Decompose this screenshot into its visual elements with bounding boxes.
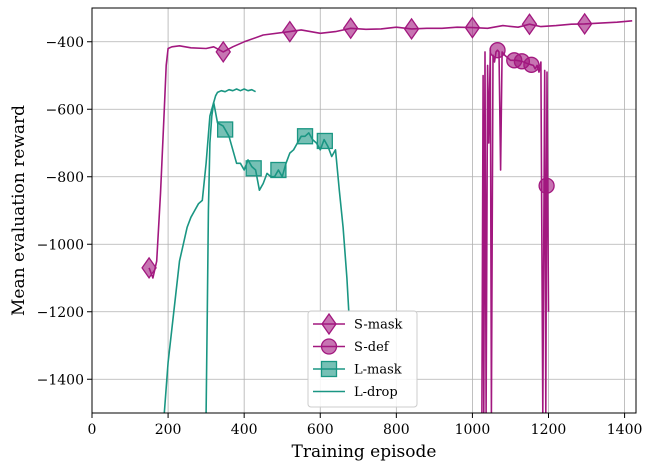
point-l-mask	[316, 132, 333, 150]
y-tick-label: −1200	[37, 305, 84, 321]
legend: S-mask S-def L-mask L-drop	[307, 310, 418, 408]
x-axis-label: Training episode	[292, 442, 437, 462]
x-tick-label: 400	[231, 422, 258, 438]
point-l-mask	[296, 128, 314, 145]
legend-label: S-def	[354, 340, 390, 355]
point-s-mask	[215, 40, 232, 64]
point-s-mask	[141, 256, 157, 280]
point-s-mask	[282, 20, 298, 43]
ticks: 0 200 400 600 800 1000 1200 1400 −1400 −1200 −1000…	[37, 35, 643, 438]
series-line-l-mask	[163, 101, 350, 413]
point-s-mask	[464, 16, 481, 39]
x-tick-label: 800	[383, 422, 410, 438]
legend-label: L-drop	[354, 385, 398, 400]
x-tick-label: 1000	[455, 422, 491, 438]
legend-label: S-mask	[354, 318, 403, 333]
legend-box	[307, 310, 418, 408]
point-l-mask	[270, 161, 287, 179]
series-l-mask	[163, 101, 350, 413]
legend-marker	[321, 312, 337, 336]
point-s-mask	[403, 17, 420, 41]
plot-frame	[91, 7, 637, 414]
x-tick-label: 600	[307, 422, 334, 438]
point-s-def	[523, 56, 540, 73]
x-tick-label: 0	[88, 422, 97, 438]
x-tick-label: 1400	[607, 422, 643, 438]
y-tick-label: −1400	[37, 372, 84, 388]
y-tick-label: −600	[46, 102, 84, 118]
x-tick-label: 1200	[531, 422, 567, 438]
point-s-mask	[521, 13, 538, 36]
legend-label: L-mask	[354, 363, 402, 378]
y-tick-label: −800	[46, 170, 84, 186]
legend-item-l-mask: L-mask	[313, 360, 402, 378]
y-tick-label: −400	[46, 35, 84, 51]
point-l-mask	[216, 121, 234, 138]
y-axis-label: Mean evaluation reward	[9, 105, 29, 316]
legend-item-s-mask: S-mask	[313, 312, 403, 336]
series-line-l-drop	[205, 88, 256, 413]
x-tick-label: 200	[155, 422, 182, 438]
point-s-def	[538, 177, 555, 194]
point-s-def	[489, 42, 506, 59]
series-s-def	[481, 42, 555, 413]
series-line-s-def	[481, 47, 550, 413]
legend-marker	[320, 360, 338, 378]
legend-item-l-drop: L-drop	[313, 385, 398, 400]
y-tick-label: −1000	[37, 237, 84, 253]
series-layer	[141, 12, 633, 413]
legend-item-s-def: S-def	[313, 338, 390, 355]
legend-marker	[320, 338, 338, 355]
point-l-mask	[245, 160, 262, 177]
point-s-mask	[576, 12, 593, 35]
series-s-mask	[141, 12, 633, 280]
point-s-mask	[342, 17, 359, 40]
series-l-drop	[205, 88, 256, 413]
